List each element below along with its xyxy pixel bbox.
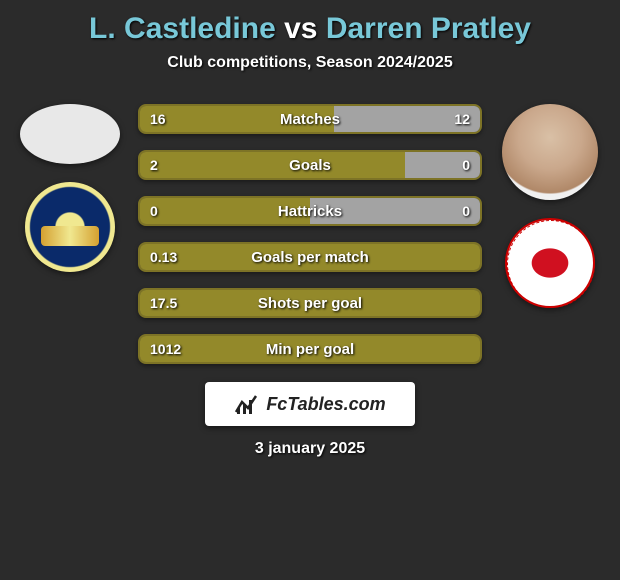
stat-row: Matches1612 xyxy=(138,104,482,134)
player2-photo xyxy=(502,104,598,200)
bar-left xyxy=(140,198,310,224)
bar-left xyxy=(140,290,480,316)
player2-club-badge xyxy=(505,218,595,308)
stat-row: Goals20 xyxy=(138,150,482,180)
vs-text: vs xyxy=(284,12,317,45)
logo-text: FcTables.com xyxy=(266,394,385,415)
player1-name: L. Castledine xyxy=(89,12,276,45)
bar-left xyxy=(140,106,334,132)
date-text: 3 january 2025 xyxy=(255,440,365,458)
subtitle: Club competitions, Season 2024/2025 xyxy=(167,54,452,72)
player1-club-badge xyxy=(25,182,115,272)
stat-row: Shots per goal17.5 xyxy=(138,288,482,318)
stat-row: Goals per match0.13 xyxy=(138,242,482,272)
bar-right xyxy=(405,152,480,178)
chart-icon xyxy=(234,392,258,416)
stats-bars: Matches1612 Goals20 Hattricks00 Goals per m… xyxy=(130,100,490,364)
player2-name: Darren Pratley xyxy=(326,12,531,45)
footer: FcTables.com 3 january 2025 xyxy=(205,382,415,458)
bar-left xyxy=(140,244,480,270)
bar-left xyxy=(140,336,480,362)
right-column xyxy=(490,100,610,364)
left-column xyxy=(10,100,130,364)
player1-photo xyxy=(20,104,120,164)
bar-right xyxy=(334,106,480,132)
stat-row: Hattricks00 xyxy=(138,196,482,226)
bar-left xyxy=(140,152,405,178)
content-row: Matches1612 Goals20 Hattricks00 Goals per m… xyxy=(0,100,620,364)
bar-right xyxy=(310,198,480,224)
comparison-infographic: L. Castledine vs Darren Pratley Club com… xyxy=(0,0,620,458)
stat-row: Min per goal1012 xyxy=(138,334,482,364)
fctables-logo: FcTables.com xyxy=(205,382,415,426)
page-title: L. Castledine vs Darren Pratley xyxy=(89,12,531,46)
